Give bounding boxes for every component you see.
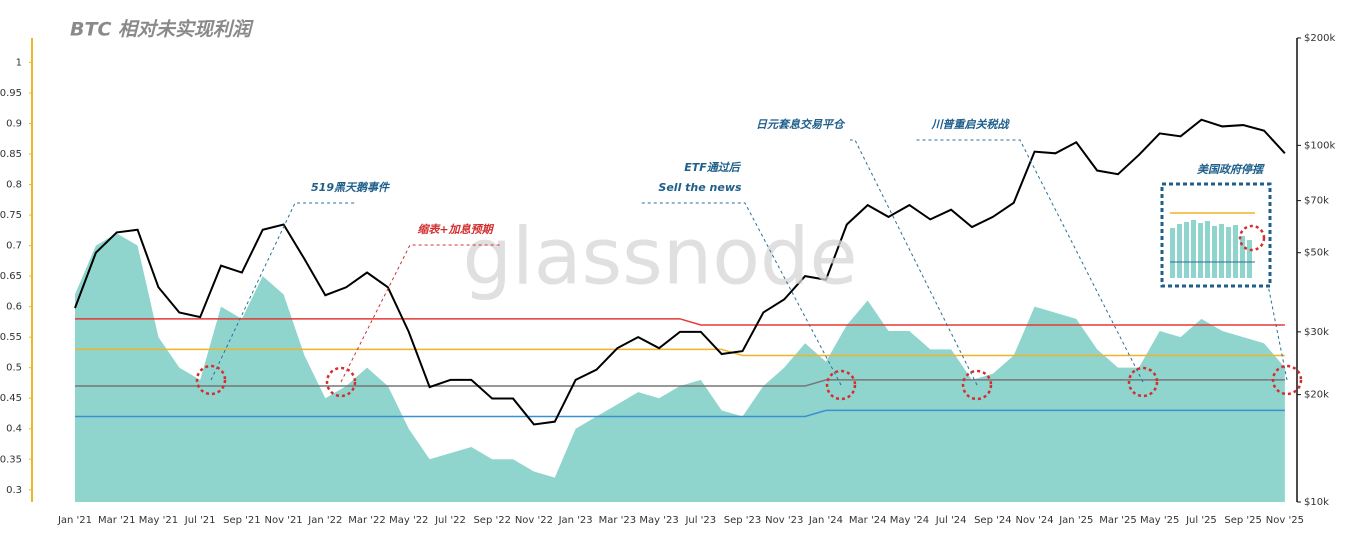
annotation: ETF通过后 — [684, 161, 742, 174]
x-tick-label: Jan '24 — [808, 515, 843, 526]
annotation: 日元套息交易平仓 — [756, 118, 846, 131]
price-line — [74, 118, 1286, 426]
annotation: 美国政府停摆 — [1197, 163, 1265, 176]
watermark: glassnode — [463, 212, 858, 302]
highlight-circles — [195, 364, 1303, 401]
x-tick-label: Mar '21 — [98, 515, 136, 526]
x-tick-label: Jan '23 — [558, 515, 593, 526]
y2-tick-label: $200k — [1304, 33, 1335, 44]
y-tick-label: 0.9 — [6, 118, 22, 129]
y2-tick-label: $10k — [1304, 497, 1329, 508]
x-tick-label: Mar '23 — [599, 515, 637, 526]
x-tick-label: May '21 — [139, 515, 178, 526]
reference-line — [75, 409, 1285, 418]
reference-line — [75, 318, 1285, 326]
x-tick-label: Sep '24 — [974, 515, 1012, 526]
x-tick-label: Sep '23 — [724, 515, 762, 526]
y-tick-label: 0.6 — [6, 302, 22, 313]
reference-line — [75, 379, 1285, 387]
annotation: 川普重启关税战 — [931, 118, 1011, 131]
x-tick-label: Sep '22 — [473, 515, 511, 526]
x-tick-label: Jan '22 — [307, 515, 342, 526]
x-tick-label: Jan '25 — [1058, 515, 1093, 526]
y-tick-label: 0.7 — [6, 241, 22, 252]
annotation: 缩表+加息预期 — [417, 223, 494, 236]
x-tick-label: Nov '24 — [1015, 515, 1053, 526]
y2-tick-label: $70k — [1304, 196, 1329, 207]
annotation: Sell the news — [658, 181, 742, 194]
x-tick-label: Nov '21 — [265, 515, 303, 526]
x-tick-label: Jul '24 — [935, 515, 967, 526]
y2-tick-label: $100k — [1304, 140, 1335, 151]
y-tick-label: 0.45 — [0, 393, 22, 404]
y-tick-label: 0.75 — [0, 210, 22, 221]
y2-tick-label: $50k — [1304, 248, 1329, 259]
annotation: 519黑天鹅事件 — [311, 181, 391, 194]
x-tick-label: Nov '23 — [765, 515, 803, 526]
rup-area — [75, 233, 1285, 503]
y-tick-label: 0.4 — [6, 424, 22, 435]
y-tick-label: 1 — [16, 57, 22, 68]
y-tick-label: 0.85 — [0, 149, 22, 160]
x-tick-label: May '22 — [389, 515, 428, 526]
x-tick-label: Jul '25 — [1185, 515, 1217, 526]
x-tick-label: Mar '22 — [348, 515, 386, 526]
x-tick-label: Jul '22 — [434, 515, 466, 526]
x-tick-label: Sep '21 — [223, 515, 261, 526]
x-tick-label: Nov '22 — [515, 515, 553, 526]
y2-tick-label: $30k — [1304, 327, 1329, 338]
chart-title: BTC 相对未实现利润 — [70, 19, 254, 41]
reference-line — [75, 348, 1285, 357]
x-tick-label: May '23 — [639, 515, 678, 526]
y-tick-label: 0.95 — [0, 88, 22, 99]
y-tick-label: 0.55 — [0, 332, 22, 343]
y-tick-label: 0.5 — [6, 363, 22, 374]
x-tick-label: Mar '24 — [849, 515, 887, 526]
y2-tick-label: $20k — [1304, 390, 1329, 401]
x-tick-label: Jul '21 — [184, 515, 216, 526]
connectors — [210, 139, 1288, 386]
x-tick-label: Nov '25 — [1266, 515, 1304, 526]
x-tick-label: Sep '25 — [1224, 515, 1262, 526]
y-tick-label: 0.35 — [0, 454, 22, 465]
x-tick-label: Jul '23 — [684, 515, 716, 526]
y-tick-label: 0.8 — [6, 180, 22, 191]
x-tick-label: May '25 — [1140, 515, 1179, 526]
x-tick-label: Mar '25 — [1099, 515, 1137, 526]
y-tick-label: 0.3 — [6, 485, 22, 496]
plot-area — [74, 118, 1286, 503]
x-tick-label: May '24 — [890, 515, 929, 526]
inset — [1160, 182, 1272, 288]
x-tick-label: Jan '21 — [57, 515, 92, 526]
y-tick-label: 0.65 — [0, 271, 22, 282]
